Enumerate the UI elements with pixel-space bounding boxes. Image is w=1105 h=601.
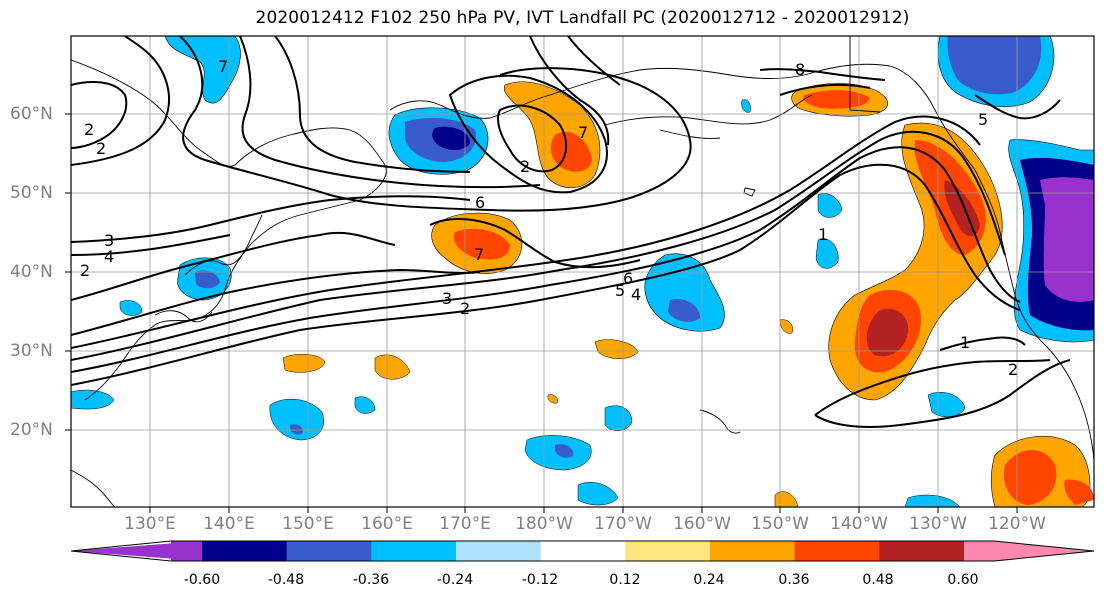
lon-label: 180°W bbox=[515, 514, 573, 534]
lon-label: 130°E bbox=[124, 514, 176, 534]
colorbar-extend-low bbox=[71, 541, 202, 561]
lon-label: 140°W bbox=[830, 514, 888, 534]
contour-label: 7 bbox=[218, 57, 228, 76]
contour-label: 7 bbox=[578, 123, 588, 142]
colorbar-tick-label: 0.12 bbox=[609, 572, 641, 588]
lat-label: 60°N bbox=[10, 104, 53, 124]
colorbar-swatch bbox=[456, 541, 542, 561]
contour-label: 2 bbox=[80, 261, 90, 280]
colorbar-tick-label: -0.12 bbox=[521, 572, 559, 588]
lon-label: 130°W bbox=[909, 514, 967, 534]
contour-label: 2 bbox=[520, 157, 530, 176]
colorbar-swatch bbox=[202, 541, 288, 561]
contour-label: 8 bbox=[795, 60, 805, 79]
contour-label: 2 bbox=[1008, 360, 1018, 379]
contour-label: 2 bbox=[460, 299, 470, 318]
ivt-contours bbox=[71, 36, 1071, 428]
colorbar-tick-label: 0.36 bbox=[778, 572, 810, 588]
lat-label: 40°N bbox=[10, 262, 53, 282]
lon-label: 150°W bbox=[751, 514, 809, 534]
contour-label: 5 bbox=[978, 110, 988, 129]
colorbar-swatch bbox=[625, 541, 711, 561]
colorbar-swatch bbox=[879, 541, 965, 561]
contour-label: 1 bbox=[818, 225, 828, 244]
axis-ticks bbox=[65, 113, 1018, 513]
colorbar-tick-label: -0.36 bbox=[352, 572, 390, 588]
graticule bbox=[71, 36, 1094, 507]
pv-negative-hawaii-north bbox=[644, 253, 725, 332]
colorbar-swatch bbox=[710, 541, 796, 561]
contour-label: 2 bbox=[96, 139, 106, 158]
lon-label: 120°W bbox=[988, 514, 1046, 534]
contour-label: 4 bbox=[104, 247, 114, 266]
contour-label: 3 bbox=[104, 231, 114, 250]
colorbar-swatch bbox=[540, 541, 626, 561]
contour-label: 4 bbox=[631, 285, 641, 304]
lat-label: 20°N bbox=[10, 420, 53, 440]
colorbar-tick-label: -0.24 bbox=[436, 572, 474, 588]
lon-label: 160°W bbox=[673, 514, 731, 534]
colorbar-swatch bbox=[171, 541, 202, 561]
colorbar-extend-high bbox=[994, 541, 1094, 561]
lon-label: 170°E bbox=[439, 514, 491, 534]
lat-label: 50°N bbox=[10, 183, 53, 203]
map-title: 2020012412 F102 250 hPa PV, IVT Landfall… bbox=[255, 8, 910, 28]
colorbar-tick-label: -0.60 bbox=[183, 572, 221, 588]
contour-label: 3 bbox=[442, 289, 452, 308]
colorbar-tick-label: -0.48 bbox=[267, 572, 305, 588]
contour-label: 6 bbox=[475, 193, 485, 212]
colorbar-swatch bbox=[371, 541, 457, 561]
contour-label: 1 bbox=[960, 333, 970, 352]
contour-label-group: 7 2 2 3 4 2 6 7 7 2 2 3 6 5 4 8 5 1 1 2 bbox=[80, 57, 1018, 379]
colorbar bbox=[70, 540, 1095, 562]
lon-label: 140°E bbox=[203, 514, 255, 534]
contour-label: 6 bbox=[623, 269, 633, 288]
lat-label: 30°N bbox=[10, 341, 53, 361]
colorbar-outline bbox=[70, 540, 1095, 562]
colorbar-tick-label: 0.60 bbox=[947, 572, 979, 588]
colorbar-swatch bbox=[794, 541, 880, 561]
pv-negative-northwest bbox=[164, 36, 241, 104]
colorbar-tick-label: 0.48 bbox=[862, 572, 894, 588]
lon-label: 150°E bbox=[282, 514, 334, 534]
lon-label: 170°W bbox=[594, 514, 652, 534]
contour-label: 2 bbox=[84, 120, 94, 139]
contour-label: 5 bbox=[615, 281, 625, 300]
lon-label: 160°E bbox=[361, 514, 413, 534]
pv-positive-subtropical-max bbox=[866, 308, 909, 357]
colorbar-tick-label: 0.24 bbox=[693, 572, 725, 588]
contour-label: 7 bbox=[474, 245, 484, 264]
colorbar-swatch bbox=[286, 541, 372, 561]
colorbar-swatch bbox=[964, 541, 995, 561]
